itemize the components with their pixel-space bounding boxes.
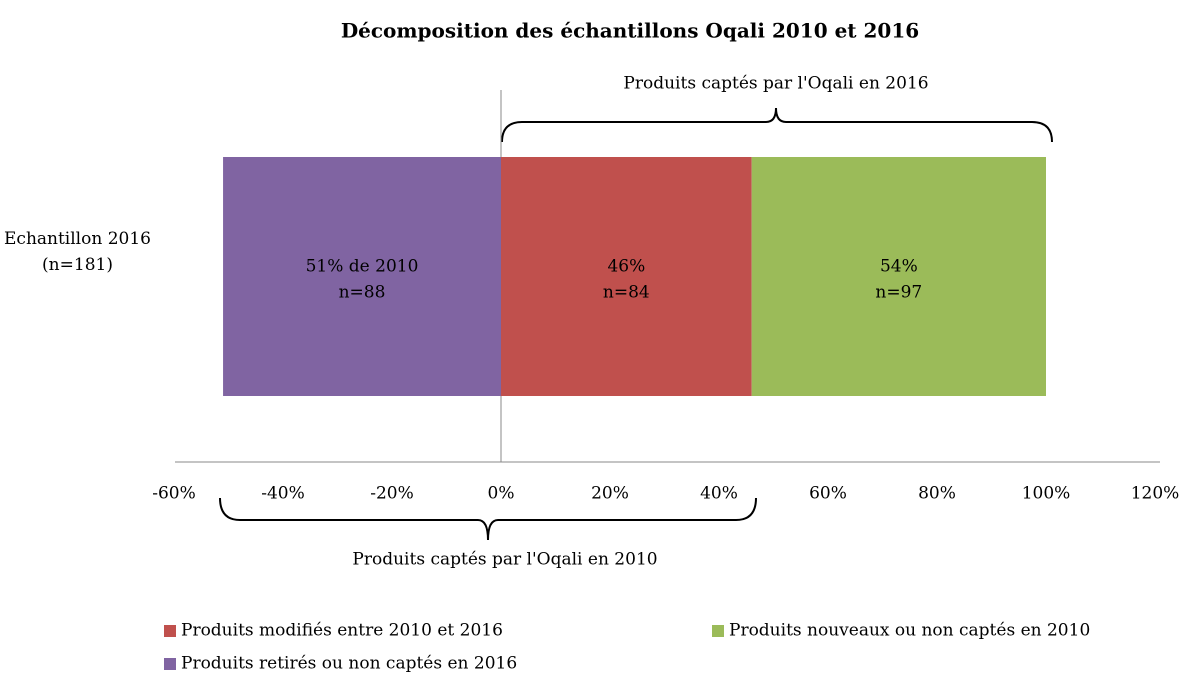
legend-swatch [164, 625, 176, 637]
data-label: n=97 [875, 283, 922, 303]
annotation: Produits captés par l'Oqali en 2010 [352, 550, 657, 570]
x-tick-label: 20% [591, 484, 629, 504]
chart-title: Décomposition des échantillons Oqali 201… [341, 19, 919, 43]
x-tick-label: -60% [152, 484, 196, 504]
data-label: 51% de 2010 [306, 257, 419, 277]
legend-label: Produits retirés ou non captés en 2016 [181, 654, 517, 674]
data-label: n=88 [339, 283, 386, 303]
legend-label: Produits nouveaux ou non captés en 2010 [729, 621, 1090, 641]
annotation: Produits captés par l'Oqali en 2016 [623, 74, 928, 94]
bar [501, 157, 752, 396]
bar [223, 157, 502, 396]
x-tick-label: 0% [488, 484, 515, 504]
legend-swatch [712, 625, 724, 637]
data-label: 46% [607, 257, 645, 277]
legend-swatch [164, 658, 176, 670]
legend-label: Produits modifiés entre 2010 et 2016 [181, 621, 503, 641]
category-label: Echantillon 2016 (n=181) [4, 229, 151, 275]
data-label: 54% [880, 257, 918, 277]
x-tick-label: 120% [1131, 484, 1180, 504]
x-tick-label: 80% [918, 484, 956, 504]
brace [219, 497, 757, 541]
bar [751, 157, 1046, 396]
data-label: n=84 [603, 283, 650, 303]
x-tick-label: -40% [261, 484, 305, 504]
x-tick-label: 60% [809, 484, 847, 504]
brace [501, 107, 1053, 143]
x-tick-label: 40% [700, 484, 738, 504]
x-tick-label: -20% [370, 484, 414, 504]
x-tick-label: 100% [1022, 484, 1071, 504]
